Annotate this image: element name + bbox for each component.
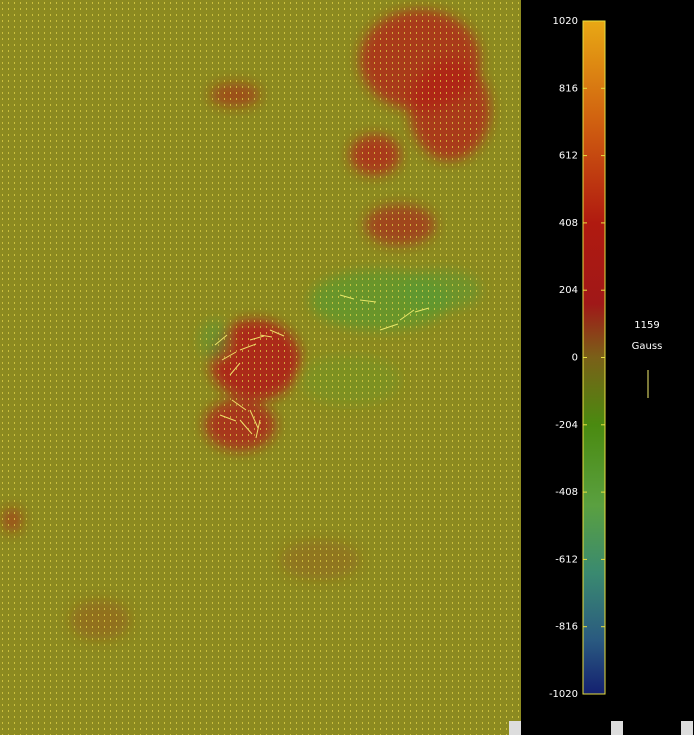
colorbar-tick-label: -204 <box>555 420 578 431</box>
colorbar-tick-label: 612 <box>559 151 578 162</box>
vector-scale-value: 1159 <box>634 320 659 331</box>
colorbar-tick-label: -612 <box>555 554 578 565</box>
corner-icons <box>509 721 693 735</box>
field-vectors <box>214 294 430 439</box>
colorbar-tick-label: 816 <box>559 83 578 94</box>
colorbar-tick-label: 0 <box>572 353 578 364</box>
colorbar-tick-label: 204 <box>559 285 578 296</box>
vector-scale-unit: Gauss <box>632 341 663 352</box>
colorbar-tick-label: -1020 <box>549 689 578 700</box>
colorbar-tick-label: -816 <box>555 622 578 633</box>
magnetogram <box>0 0 521 735</box>
colorbar-tick-label: -408 <box>555 487 578 498</box>
colorbar-tick-label: 1020 <box>553 16 578 27</box>
colorbar-tick-label: 408 <box>559 218 578 229</box>
